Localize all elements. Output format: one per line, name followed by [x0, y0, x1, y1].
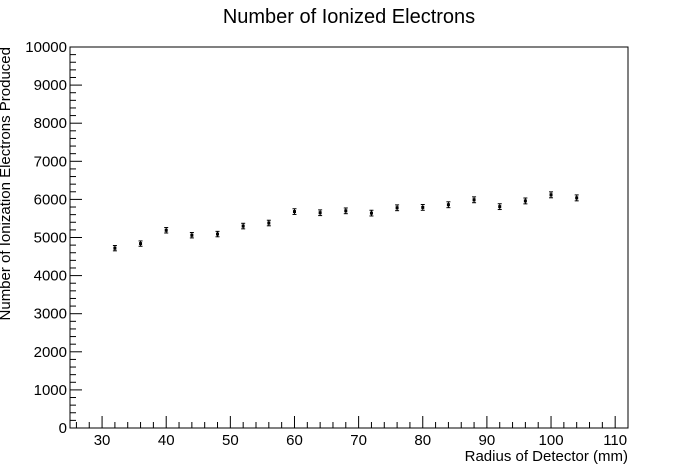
data-point: [112, 245, 117, 252]
data-point: [241, 222, 246, 230]
point-marker: [472, 198, 476, 202]
point-marker: [139, 242, 143, 246]
point-marker: [523, 199, 527, 203]
y-tick-label: 5000: [34, 230, 67, 247]
y-tick-label: 4000: [34, 268, 67, 285]
x-tick-label: 40: [158, 432, 175, 449]
y-axis: 0 1000 2000 3000 4000 5000 6000 7000 8000 9000 100…: [25, 39, 82, 437]
y-tick-label: 6000: [34, 191, 67, 208]
data-point: [523, 197, 528, 205]
x-axis-label: Radius of Detector (mm): [465, 448, 628, 465]
y-tick-label: 2000: [34, 344, 67, 361]
x-tick-label: 100: [539, 432, 564, 449]
point-marker: [446, 203, 450, 207]
data-point: [549, 191, 554, 199]
x-tick-label: 90: [479, 432, 496, 449]
x-axis: 30 40 50 60 70 80 90 100 110: [75, 416, 629, 449]
y-tick-label: 1000: [34, 382, 67, 399]
x-tick-label: 110: [603, 432, 627, 449]
y-tick-label: 0: [59, 420, 67, 437]
y-tick-label: 3000: [34, 306, 67, 323]
data-point: [189, 232, 194, 239]
data-point: [138, 240, 143, 247]
data-point: [215, 230, 220, 238]
plot-frame: [69, 46, 629, 429]
x-tick-label: 50: [222, 432, 239, 449]
data-point: [369, 209, 374, 217]
y-tick-label: 8000: [34, 115, 67, 132]
data-point: [343, 207, 348, 215]
data-point: [472, 196, 477, 204]
data-point: [446, 201, 451, 209]
data-point: [164, 227, 169, 234]
point-marker: [369, 211, 373, 215]
data-point: [420, 204, 425, 211]
point-marker: [498, 205, 502, 209]
point-marker: [164, 228, 168, 232]
x-tick-label: 70: [350, 432, 367, 449]
x-tick-label: 80: [414, 432, 431, 449]
y-tick-label: 10000: [25, 39, 67, 56]
y-tick-label: 7000: [34, 153, 67, 170]
point-marker: [421, 205, 425, 209]
data-point: [266, 219, 271, 227]
x-tick-label: 30: [94, 432, 111, 449]
point-marker: [216, 232, 220, 236]
point-marker: [292, 210, 296, 214]
point-marker: [113, 246, 117, 250]
point-marker: [344, 209, 348, 213]
point-marker: [318, 211, 322, 215]
point-marker: [395, 206, 399, 210]
data-points: [112, 191, 579, 252]
point-marker: [267, 221, 271, 225]
point-marker: [549, 193, 553, 197]
x-tick-label: 60: [286, 432, 303, 449]
point-marker: [575, 196, 579, 200]
point-marker: [190, 233, 194, 237]
y-tick-label: 9000: [34, 77, 67, 94]
y-axis-label: Number of Ionization Electrons Produced: [0, 47, 14, 320]
chart-title: Number of Ionized Electrons: [223, 6, 475, 28]
data-point: [497, 203, 502, 211]
data-point: [318, 209, 323, 217]
data-point: [395, 204, 400, 212]
data-point: [292, 208, 297, 215]
point-marker: [241, 224, 245, 228]
data-point: [574, 194, 579, 202]
